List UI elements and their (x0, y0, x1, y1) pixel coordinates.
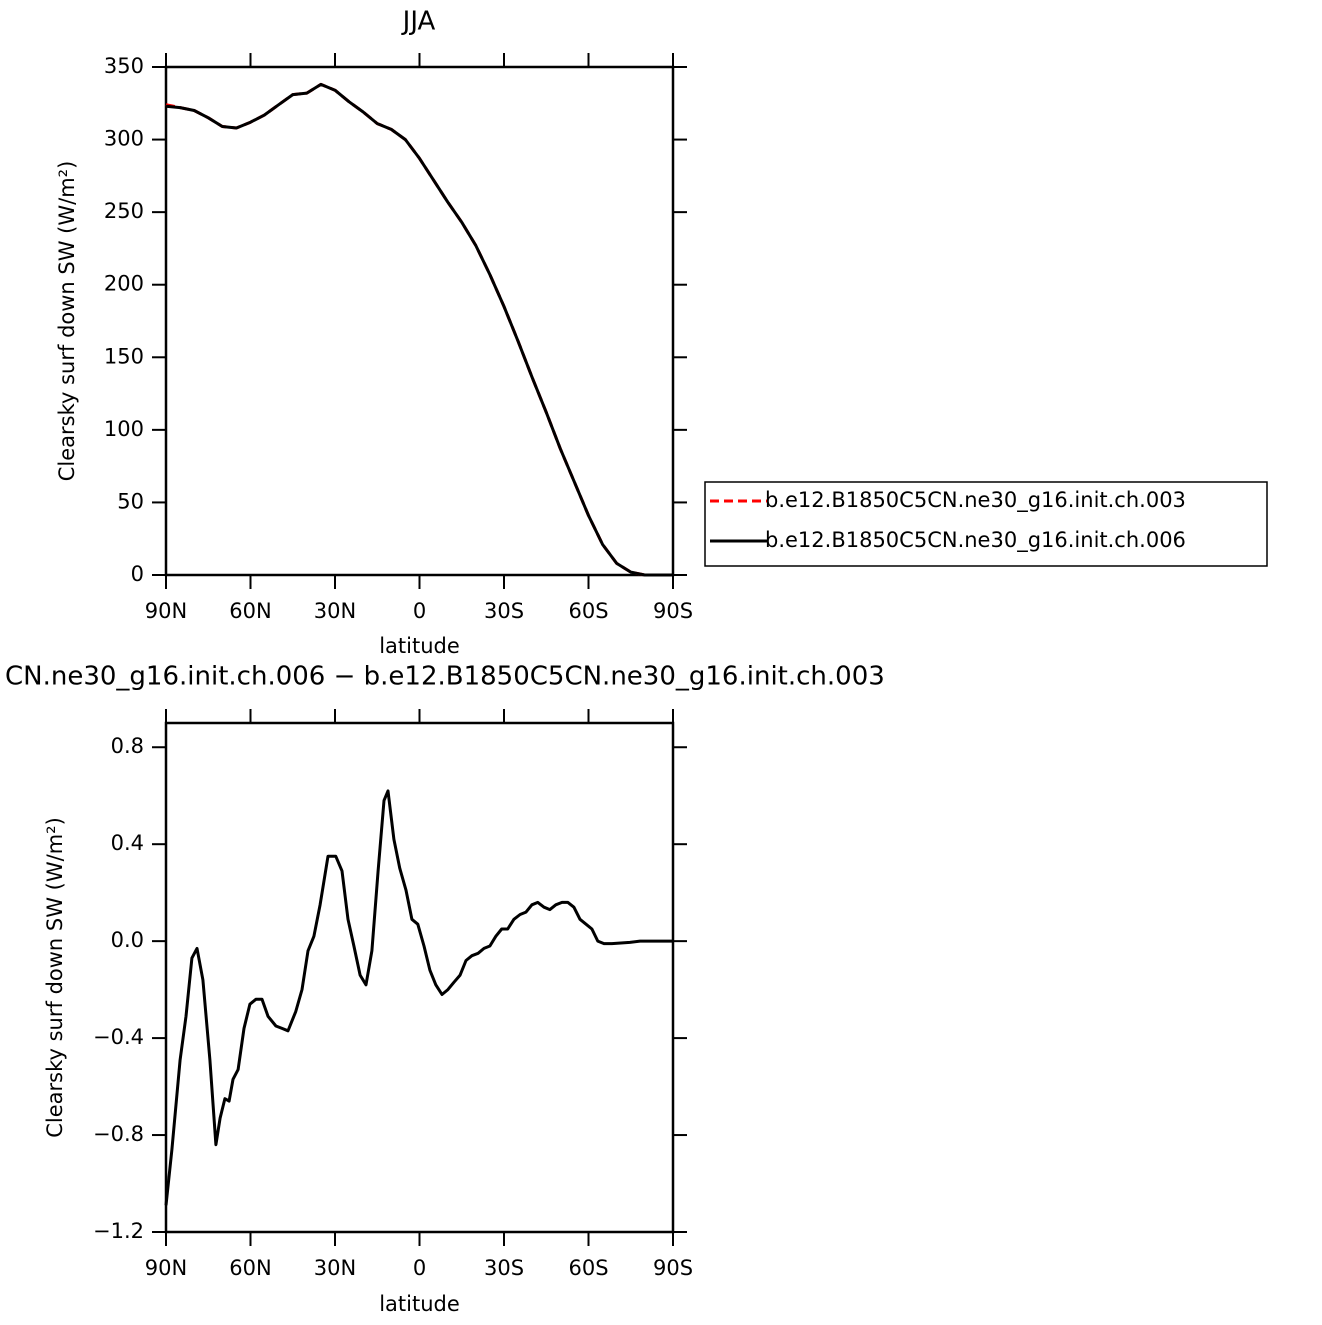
x-tick-label: 30S (484, 1256, 524, 1280)
y-tick-label: 0.0 (111, 928, 144, 952)
chart-title: CN.ne30_g16.init.ch.006 − b.e12.B1850C5C… (5, 662, 885, 692)
y-tick-label: −0.4 (93, 1025, 144, 1049)
x-tick-label: 90N (145, 1256, 187, 1280)
plot-frame (164, 721, 675, 1234)
data-line (165, 82, 673, 577)
y-tick-label: 350 (104, 54, 144, 78)
x-axis-label: latitude (379, 1292, 460, 1316)
x-tick-label: 0 (413, 1256, 426, 1280)
data-line (164, 789, 673, 1206)
x-tick-label: 0 (413, 599, 426, 623)
y-tick-label: 200 (104, 272, 144, 296)
x-tick-label: 30N (314, 1256, 356, 1280)
x-tick-label: 30S (484, 599, 524, 623)
y-axis-label: Clearsky surf down SW (W/m²) (55, 161, 79, 482)
x-tick-label: 90S (653, 1256, 693, 1280)
legend: b.e12.B1850C5CN.ne30_g16.init.ch.003 b.e1… (704, 481, 1268, 567)
y-axis-label: Clearsky surf down SW (W/m²) (43, 817, 67, 1138)
legend-box (704, 481, 1268, 567)
y-tick-label: 50 (117, 489, 144, 513)
y-tick-label: −0.8 (93, 1122, 144, 1146)
legend-label: b.e12.B1850C5CN.ne30_g16.init.ch.006 (765, 528, 1186, 553)
y-tick-label: 0 (131, 562, 144, 586)
legend-label: b.e12.B1850C5CN.ne30_g16.init.ch.003 (765, 488, 1186, 513)
x-tick-label: 60S (568, 1256, 608, 1280)
y-tick-label: 150 (104, 344, 144, 368)
x-tick-label: 60S (568, 599, 608, 623)
y-tick-label: 300 (104, 127, 144, 151)
x-tick-label: 60N (229, 1256, 271, 1280)
y-tick-label: 0.8 (111, 734, 144, 758)
plot-frame (164, 65, 675, 577)
chart-title: JJA (401, 7, 436, 37)
x-tick-label: 90S (653, 599, 693, 623)
y-tick-label: 250 (104, 199, 144, 223)
x-tick-label: 90N (145, 599, 187, 623)
y-tick-label: 100 (104, 417, 144, 441)
y-tick-label: −1.2 (93, 1219, 144, 1243)
x-axis-label: latitude (379, 634, 460, 658)
y-tick-label: 0.4 (111, 831, 144, 855)
x-tick-label: 60N (229, 599, 271, 623)
x-tick-label: 30N (314, 599, 356, 623)
